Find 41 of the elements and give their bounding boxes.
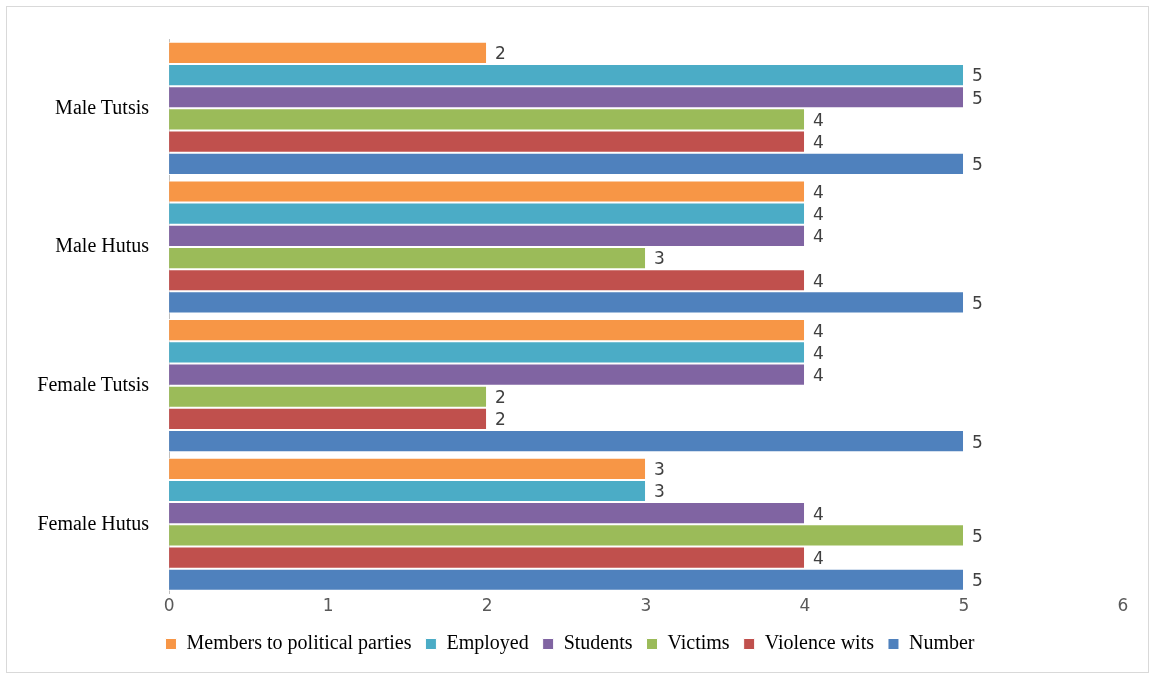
- data-label: 4: [813, 270, 824, 291]
- data-label: 2: [495, 387, 506, 408]
- data-label: 5: [972, 431, 983, 452]
- data-label: 2: [495, 409, 506, 430]
- data-label: 3: [654, 481, 665, 502]
- x-tick-label: 0: [163, 595, 175, 616]
- y-tick-label: Female Tutsis: [37, 372, 150, 395]
- data-label: 2: [495, 43, 506, 64]
- data-label: 5: [972, 154, 983, 175]
- x-tick-label: 3: [640, 595, 652, 616]
- legend-label: Violence wits: [764, 631, 875, 654]
- data-label: 5: [972, 87, 983, 108]
- data-label: 3: [654, 459, 665, 480]
- x-tick-label: 1: [322, 595, 334, 616]
- data-label: 5: [972, 65, 983, 86]
- data-label: 5: [972, 570, 983, 591]
- data-label: 4: [813, 204, 824, 225]
- data-label: 4: [813, 547, 824, 568]
- x-tick-label: 4: [799, 595, 811, 616]
- data-label: 5: [972, 292, 983, 313]
- data-label: 5: [972, 525, 983, 546]
- x-tick-label: 5: [958, 595, 970, 616]
- data-label: 4: [813, 364, 824, 385]
- data-label: 4: [813, 132, 824, 153]
- data-label: 4: [813, 109, 824, 130]
- y-tick-label: Male Hutus: [55, 234, 150, 257]
- data-label: 4: [813, 503, 824, 524]
- legend-label: Members to political parties: [186, 631, 412, 655]
- legend-label: Number: [908, 631, 975, 654]
- y-tick-label: Male Tutsis: [55, 95, 150, 118]
- data-label: 4: [813, 181, 824, 202]
- data-label: 4: [813, 320, 824, 341]
- data-label: 4: [813, 342, 824, 363]
- data-label: 4: [813, 226, 824, 247]
- legend-label: Students: [563, 631, 633, 654]
- legend-label: Employed: [446, 631, 529, 655]
- y-tick-label: Female Hutus: [37, 511, 150, 534]
- legend-label: Victims: [667, 631, 730, 654]
- x-tick-label: 2: [481, 595, 493, 616]
- data-label: 3: [654, 248, 665, 269]
- x-tick-label: 6: [1117, 595, 1129, 616]
